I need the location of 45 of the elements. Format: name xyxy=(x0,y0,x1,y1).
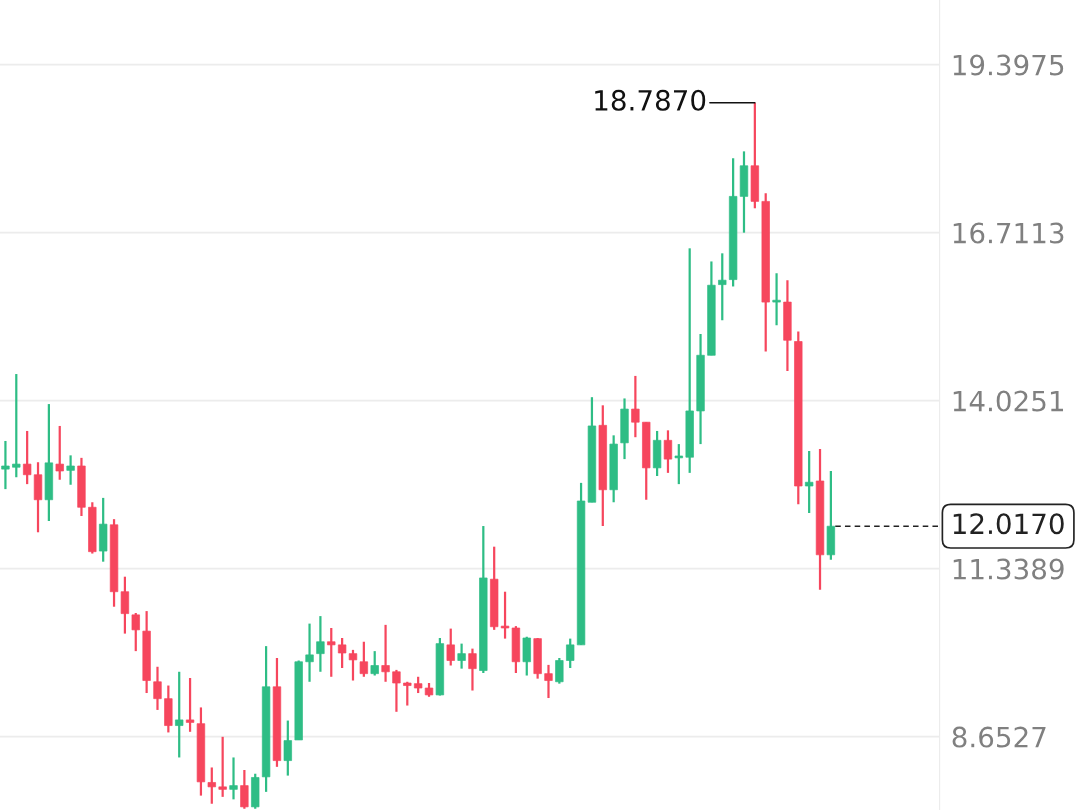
candlestick xyxy=(566,637,575,670)
candlestick xyxy=(631,374,640,439)
y-tick-label: 14.0251 xyxy=(953,390,1064,412)
candlestick xyxy=(337,636,347,670)
y-tick-label: 16.7113 xyxy=(953,222,1064,244)
candlestick xyxy=(359,640,368,678)
candlestick xyxy=(218,735,227,798)
candlestick xyxy=(674,442,683,486)
candlestick xyxy=(305,622,314,683)
candlestick xyxy=(1,439,10,491)
candlestick xyxy=(23,429,32,486)
candlestick xyxy=(663,429,673,474)
candlestick xyxy=(229,756,238,801)
y-tick-label: 19.3975 xyxy=(953,54,1064,76)
candlestick xyxy=(370,650,379,677)
annotation: 18.7870 xyxy=(595,89,706,111)
candlestick xyxy=(283,719,292,777)
candlestick xyxy=(240,768,249,810)
candlestick xyxy=(772,272,781,327)
candlestick xyxy=(544,663,553,700)
ref-line-label: 12.0170 xyxy=(953,513,1064,535)
candlestick xyxy=(381,623,390,683)
candlestick xyxy=(175,670,184,759)
candlestick xyxy=(66,454,75,486)
candlestick xyxy=(500,590,510,640)
candlestick xyxy=(185,676,195,733)
candlestick xyxy=(348,648,358,682)
candlestick xyxy=(522,635,531,677)
candlestick xyxy=(805,449,814,515)
candlestick xyxy=(718,252,727,322)
candlestick xyxy=(446,627,455,667)
y-tick-label: 8.6527 xyxy=(952,726,1046,748)
candlestick xyxy=(131,611,140,653)
candlestick xyxy=(153,665,162,712)
candlestick xyxy=(55,424,64,481)
candlestick xyxy=(120,575,130,635)
candlestick xyxy=(316,614,325,673)
candlestick xyxy=(207,766,216,805)
candlestick xyxy=(555,656,564,685)
y-tick-label: 11.3389 xyxy=(953,558,1064,580)
candlestick xyxy=(457,642,466,670)
candlestick xyxy=(468,647,477,692)
candlestick xyxy=(392,668,401,713)
candlestick xyxy=(327,626,336,678)
candlestick xyxy=(12,372,21,479)
